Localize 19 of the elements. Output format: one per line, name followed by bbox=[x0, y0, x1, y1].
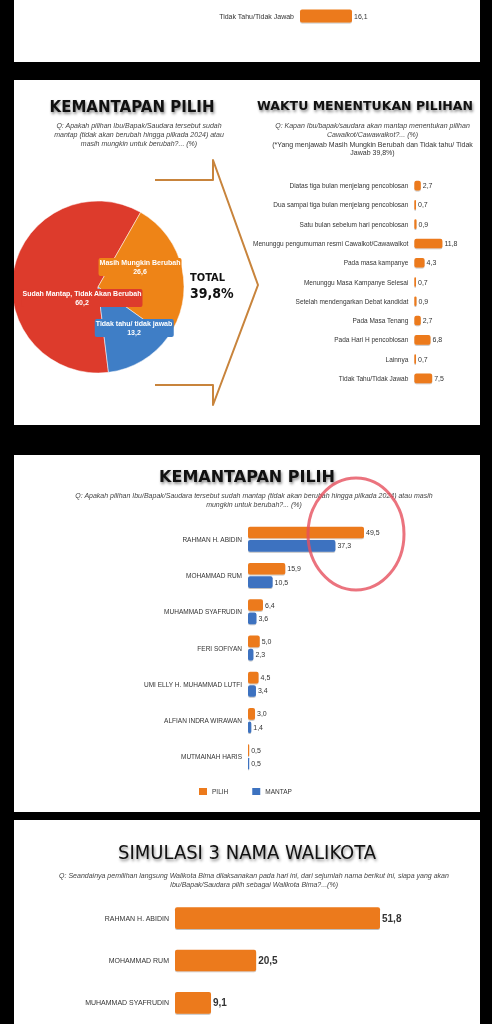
chart-title: KEMANTAPAN PILIH bbox=[48, 98, 216, 116]
bar bbox=[248, 526, 364, 539]
bar bbox=[248, 599, 263, 611]
data-label: 20,5 bbox=[258, 955, 279, 966]
chart-title: SIMULASI 3 NAMA WALIKOTA bbox=[116, 840, 377, 864]
text: 39,8% bbox=[190, 285, 234, 301]
chart-title: WAKTU MENENTUKAN PILIHAN bbox=[256, 98, 474, 113]
bar bbox=[414, 238, 443, 249]
bar bbox=[248, 635, 260, 648]
bar bbox=[248, 540, 336, 552]
data-label: 51,8 bbox=[382, 912, 402, 924]
text: TOTAL bbox=[190, 271, 226, 284]
bar bbox=[248, 576, 273, 588]
bar bbox=[248, 562, 286, 575]
chart-title: KEMANTAPAN PILIH bbox=[158, 467, 336, 486]
bar bbox=[414, 335, 431, 345]
bar bbox=[248, 671, 259, 684]
data-label: 9,1 bbox=[213, 997, 228, 1009]
bar bbox=[414, 373, 433, 384]
